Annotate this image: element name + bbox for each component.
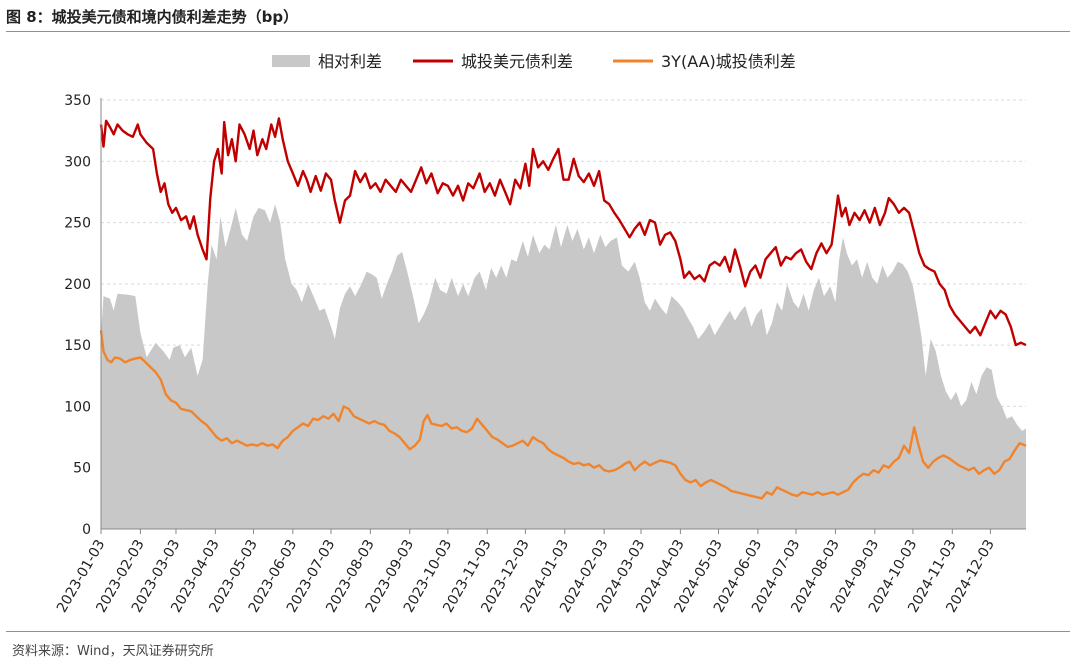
legend-item-aa-spread: 3Y(AA)城投债利差	[613, 52, 796, 71]
y-axis: 0 50 100 150 200 250 300 350	[64, 93, 102, 538]
y-tick-label: 0	[82, 522, 91, 538]
legend: 相对利差 城投美元债利差 3Y(AA)城投债利差	[272, 52, 796, 71]
legend-swatch	[272, 55, 310, 67]
legend-label: 城投美元债利差	[461, 52, 573, 71]
y-tick-label: 150	[64, 338, 91, 354]
legend-item-usd-spread: 城投美元债利差	[413, 52, 573, 71]
series-line-usd-spread	[99, 117, 1027, 347]
legend-item-relative-spread: 相对利差	[272, 52, 382, 71]
series-area-relative-spread	[101, 204, 1026, 529]
series-line-aa-spread	[99, 330, 1027, 500]
source-note: 资料来源：Wind，天风证券研究所	[12, 644, 214, 659]
y-tick-label: 100	[64, 399, 91, 415]
y-tick-label: 350	[64, 93, 91, 109]
y-tick-label: 200	[64, 277, 91, 293]
top-rule	[6, 31, 1070, 32]
legend-label: 3Y(AA)城投债利差	[661, 52, 796, 71]
plot-area	[99, 117, 1027, 529]
y-tick-label: 300	[64, 154, 91, 170]
y-tick-label: 250	[64, 216, 91, 232]
figure-title: 图 8：城投美元债和境内债利差走势（bp）	[6, 8, 299, 26]
y-tick-label: 50	[73, 461, 91, 477]
bottom-rule	[6, 631, 1070, 632]
x-axis: 2023-01-032023-02-032023-03-032023-04-03…	[54, 528, 1026, 615]
legend-label: 相对利差	[318, 52, 382, 71]
